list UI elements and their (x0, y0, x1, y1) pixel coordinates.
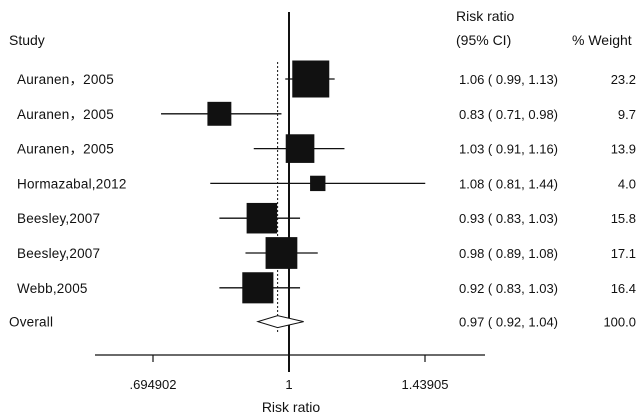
study-row: Beesley,2007 0.98 ( 0.89, 1.08) 17.1 (17, 237, 636, 269)
risk-ratio-ci-value: 0.93 ( 0.83, 1.03) (459, 211, 558, 226)
study-column-header: Study (9, 32, 45, 48)
weight-value: 4.0 (618, 176, 636, 191)
study-label: Auranen，2005 (17, 72, 114, 87)
weight-value: 15.8 (611, 211, 636, 226)
overall-row: Overall 0.97 ( 0.92, 1.04) 100.0 (9, 315, 636, 330)
study-row: Auranen，2005 1.06 ( 0.99, 1.13) 23.2 (17, 60, 636, 98)
risk-ratio-ci-value: 0.83 ( 0.71, 0.98) (459, 107, 558, 122)
overall-ci-value: 0.97 ( 0.92, 1.04) (459, 315, 558, 330)
study-row: Hormazabal,2012 1.08 ( 0.81, 1.44) 4.0 (17, 175, 636, 192)
effect-marker (246, 202, 278, 234)
effect-marker (285, 134, 315, 163)
study-row: Auranen，2005 1.03 ( 0.91, 1.16) 13.9 (17, 134, 636, 163)
effect-marker (292, 60, 330, 98)
x-tick-label: .694902 (130, 377, 177, 392)
study-row: Auranen，2005 0.83 ( 0.71, 0.98) 9.7 (17, 101, 636, 126)
risk-ratio-column-header: Risk ratio (456, 8, 515, 24)
x-tick-label: 1.43905 (401, 377, 448, 392)
risk-ratio-ci-value: 1.08 ( 0.81, 1.44) (459, 176, 558, 191)
study-label: Hormazabal,2012 (17, 176, 127, 191)
study-label: Auranen，2005 (17, 107, 114, 122)
weight-value: 13.9 (611, 142, 636, 157)
risk-ratio-ci-value: 1.03 ( 0.91, 1.16) (459, 142, 558, 157)
weight-value: 23.2 (611, 72, 636, 87)
overall-weight-value: 100.0 (603, 315, 636, 330)
study-label: Webb,2005 (17, 281, 88, 296)
study-label: Auranen，2005 (17, 142, 114, 157)
risk-ratio-ci-value: 0.92 ( 0.83, 1.03) (459, 281, 558, 296)
x-tick-label: 1 (285, 377, 292, 392)
weight-value: 17.1 (611, 246, 636, 261)
effect-marker (207, 101, 232, 126)
risk-ratio-ci-value: 1.06 ( 0.99, 1.13) (459, 72, 558, 87)
ci-column-header: (95% CI) (456, 32, 511, 48)
study-row: Webb,2005 0.92 ( 0.83, 1.03) 16.4 (17, 272, 636, 304)
study-label: Beesley,2007 (17, 246, 100, 261)
weight-column-header: % Weight (572, 32, 632, 48)
weight-value: 16.4 (611, 281, 636, 296)
overall-diamond (256, 315, 304, 329)
overall-label: Overall (9, 315, 53, 330)
effect-marker (265, 237, 298, 269)
effect-marker (310, 175, 326, 192)
risk-ratio-ci-value: 0.98 ( 0.89, 1.08) (459, 246, 558, 261)
effect-marker (242, 272, 274, 304)
x-axis-title: Risk ratio (262, 399, 321, 415)
study-label: Beesley,2007 (17, 211, 100, 226)
study-row: Beesley,2007 0.93 ( 0.83, 1.03) 15.8 (17, 202, 636, 234)
weight-value: 9.7 (618, 107, 636, 122)
